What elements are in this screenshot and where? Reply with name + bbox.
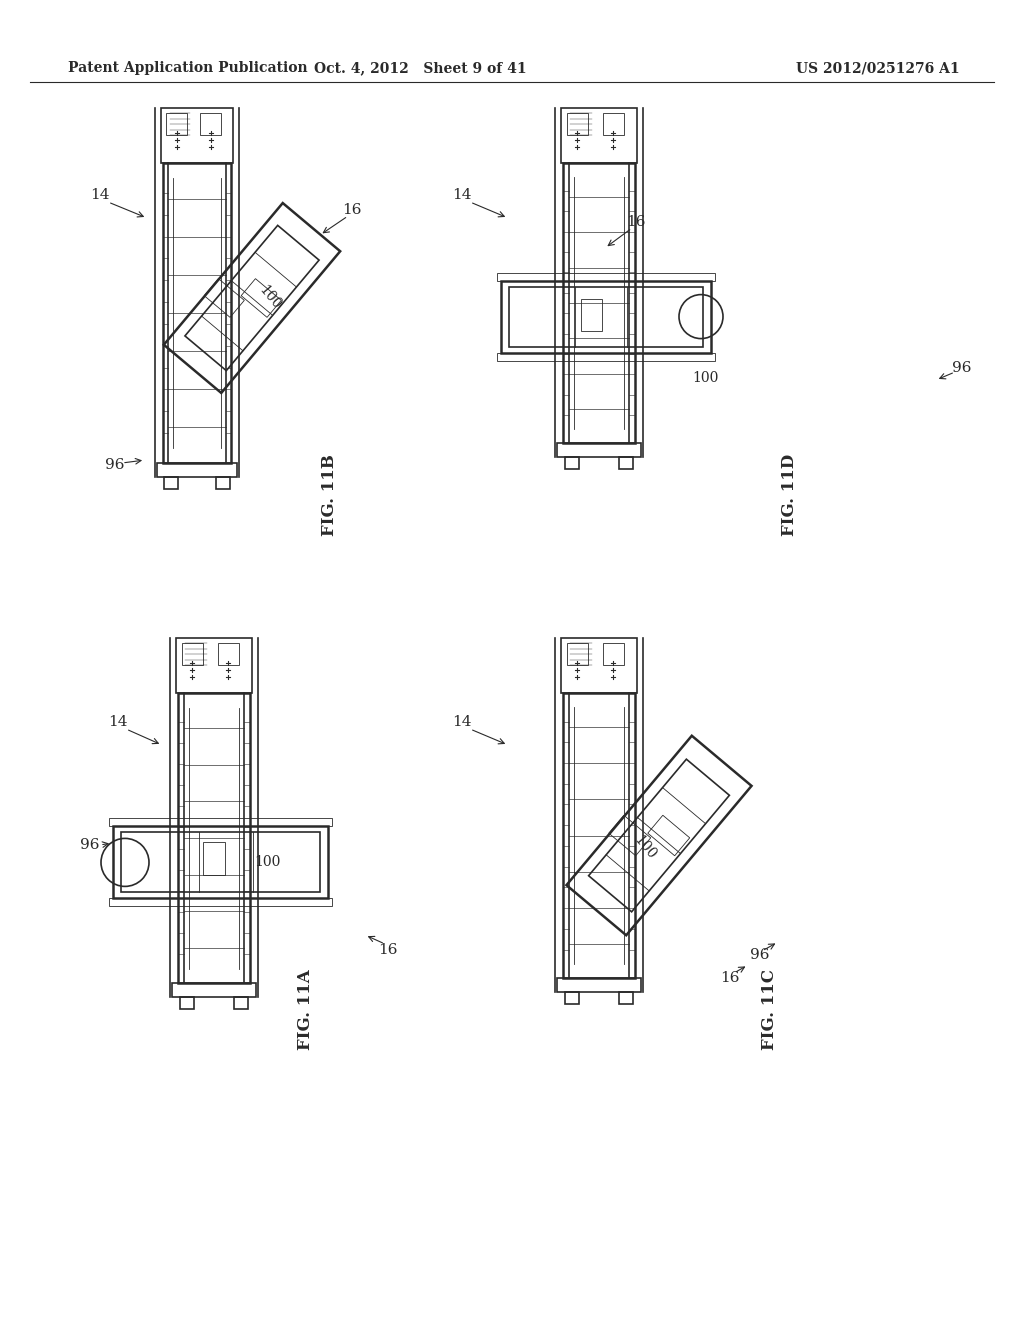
Bar <box>178 693 250 983</box>
Bar <box>564 993 579 1005</box>
Bar <box>563 693 635 978</box>
Bar <box>176 638 252 693</box>
Bar <box>204 842 225 875</box>
Bar <box>181 643 203 665</box>
Text: 14: 14 <box>453 187 472 202</box>
Bar <box>109 818 332 826</box>
Text: 16: 16 <box>720 972 739 985</box>
Text: 100: 100 <box>255 855 281 870</box>
Text: Oct. 4, 2012   Sheet 9 of 41: Oct. 4, 2012 Sheet 9 of 41 <box>313 61 526 75</box>
Text: 100: 100 <box>631 833 658 862</box>
Text: FIG. 11A: FIG. 11A <box>297 970 313 1051</box>
Bar <box>620 993 634 1005</box>
Bar <box>179 997 194 1008</box>
Bar <box>581 298 602 331</box>
Bar <box>620 457 634 469</box>
Bar <box>566 114 588 135</box>
Bar <box>497 273 715 281</box>
Text: 14: 14 <box>90 187 110 202</box>
Text: 16: 16 <box>627 215 646 228</box>
Bar <box>109 899 332 907</box>
Bar <box>602 643 625 665</box>
Bar <box>501 281 711 352</box>
Bar <box>113 826 328 899</box>
Text: 14: 14 <box>109 715 128 729</box>
Text: FIG. 11B: FIG. 11B <box>322 454 339 536</box>
Bar <box>172 983 256 997</box>
Text: 100: 100 <box>256 284 284 313</box>
Bar <box>566 643 588 665</box>
Text: 96: 96 <box>105 458 125 473</box>
Bar <box>497 352 715 360</box>
Bar <box>561 638 637 693</box>
Text: Patent Application Publication: Patent Application Publication <box>68 61 307 75</box>
Bar <box>201 114 221 135</box>
Text: 100: 100 <box>692 371 718 385</box>
Text: 16: 16 <box>342 203 361 216</box>
Bar <box>163 162 231 463</box>
Bar <box>557 978 641 993</box>
Text: 96: 96 <box>80 838 99 851</box>
Text: 16: 16 <box>378 942 397 957</box>
Bar <box>557 444 641 457</box>
Bar <box>217 643 240 665</box>
Bar <box>234 997 249 1008</box>
Bar <box>563 162 635 444</box>
Text: FIG. 11D: FIG. 11D <box>781 454 799 536</box>
Bar <box>166 114 186 135</box>
Bar <box>121 833 319 892</box>
Text: FIG. 11C: FIG. 11C <box>762 969 778 1051</box>
Text: US 2012/0251276 A1: US 2012/0251276 A1 <box>797 61 961 75</box>
Bar <box>164 477 178 488</box>
Bar <box>561 108 637 162</box>
Bar <box>509 286 703 347</box>
Bar <box>602 114 625 135</box>
Bar <box>564 457 579 469</box>
Text: 96: 96 <box>751 948 770 962</box>
Bar <box>216 477 229 488</box>
Text: 96: 96 <box>952 360 972 375</box>
Bar <box>161 108 233 162</box>
Text: 14: 14 <box>453 715 472 729</box>
Bar <box>157 463 237 477</box>
